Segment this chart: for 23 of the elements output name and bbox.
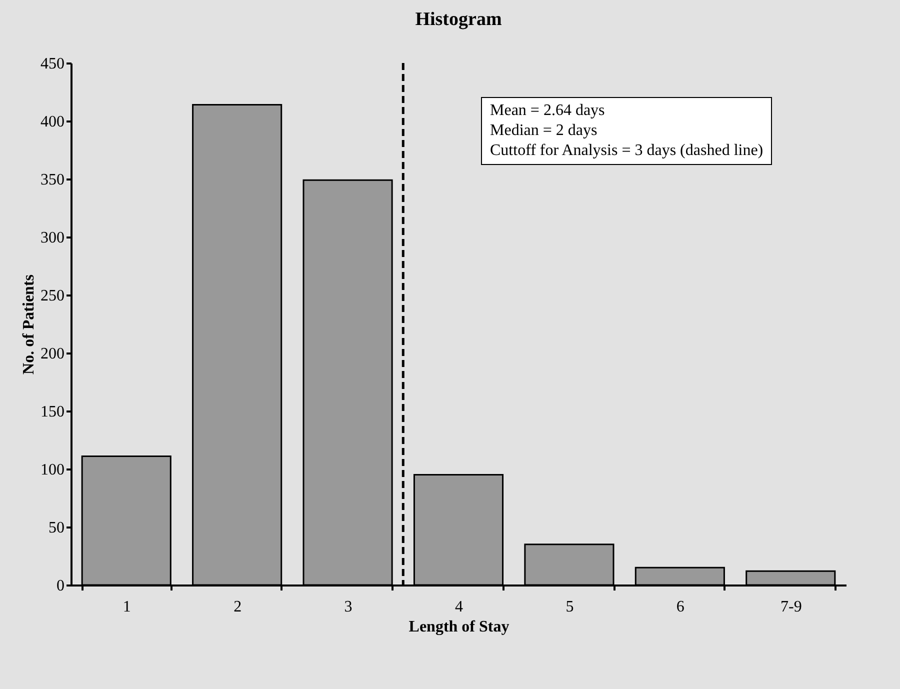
annotation: Cuttoff for Analysis = 3 days (dashed line) — [490, 141, 764, 161]
x-tick-label: 6 — [676, 598, 684, 616]
y-tick-label: 200 — [40, 346, 64, 362]
y-tick-label: 0 — [56, 578, 64, 594]
x-tick-label: 4 — [455, 598, 463, 616]
x-tick-label: 7-9 — [780, 598, 802, 616]
y-tick-label: 250 — [40, 288, 64, 304]
x-tick-label: 2 — [234, 598, 242, 616]
annotation: Mean = 2.64 days — [490, 101, 606, 121]
y-tick-label: 100 — [40, 462, 64, 478]
x-axis-title: Length of Stay — [408, 618, 510, 636]
y-tick-label: 450 — [40, 56, 64, 72]
annotation: Median = 2 days — [490, 121, 598, 141]
y-tick-label: 350 — [40, 172, 64, 188]
x-tick-label: 3 — [344, 598, 352, 616]
y-tick-label: 150 — [40, 404, 64, 420]
chart-title: Histogram — [415, 9, 502, 30]
y-tick-label: 300 — [40, 230, 64, 246]
y-axis-title: No. of Patients — [20, 274, 38, 374]
y-tick-label: 50 — [48, 520, 64, 536]
x-tick-label: 1 — [122, 598, 131, 616]
x-tick-label: 5 — [566, 598, 574, 616]
y-tick-label: 400 — [40, 114, 64, 130]
